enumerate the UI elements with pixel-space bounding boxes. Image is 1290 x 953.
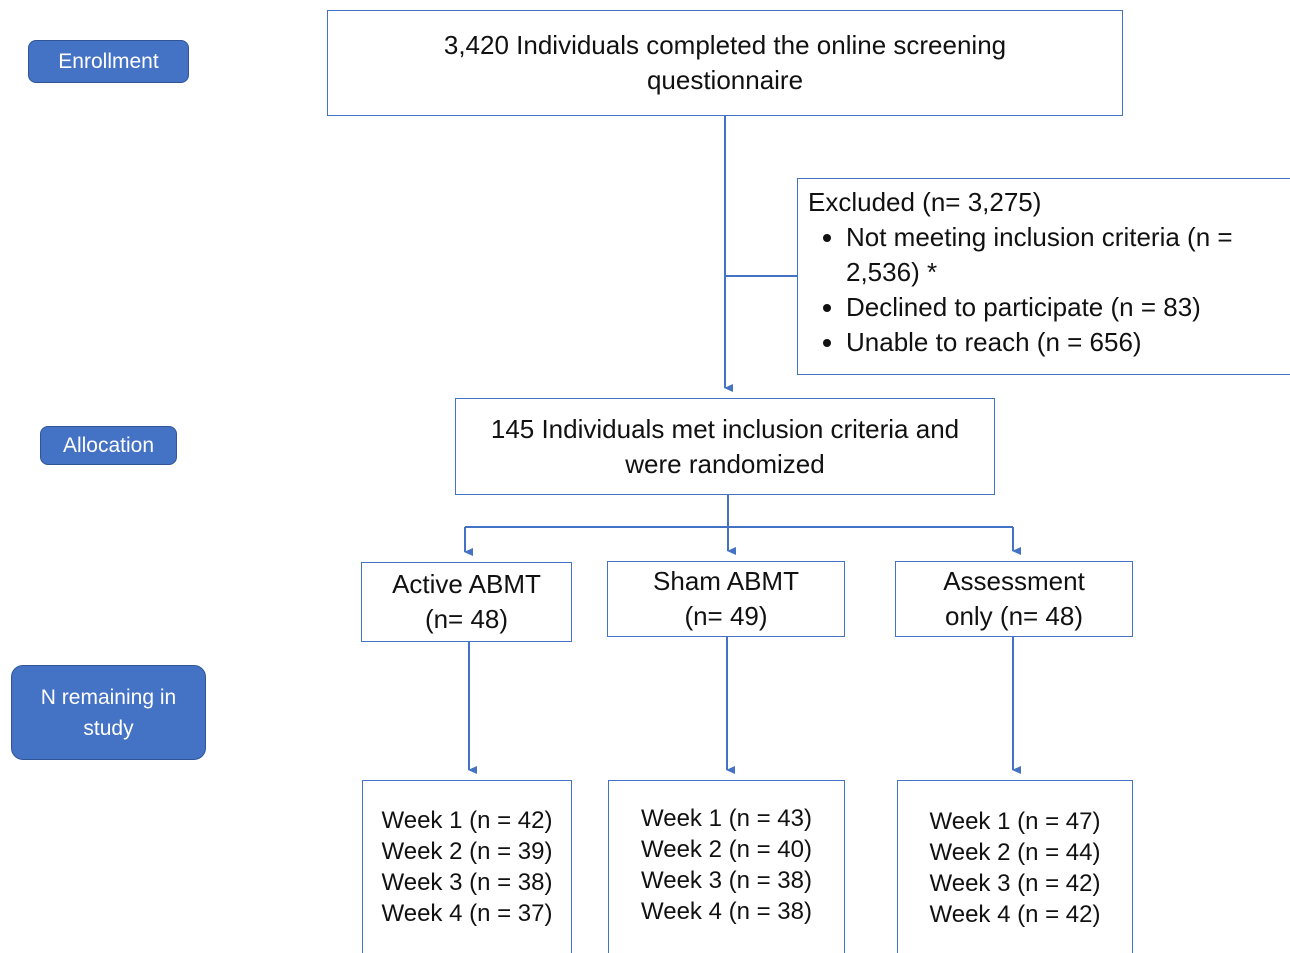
randomized-box: 145 Individuals met inclusion criteria a… [455,398,995,495]
weeks-box: Week 1 (n = 43) Week 2 (n = 40) Week 3 (… [608,780,845,953]
week-count: Week 1 (n = 43) [641,805,812,832]
stage-label: N remaining in study [11,665,206,760]
weeks-box: Week 1 (n = 42) Week 2 (n = 39) Week 3 (… [362,780,572,953]
week-count: Week 3 (n = 38) [381,869,553,896]
excluded-item: Unable to reach (n = 656) [846,325,1280,360]
week-count: Week 4 (n = 38) [641,898,812,925]
week-count: Week 2 (n = 40) [641,836,812,863]
excluded-list: Not meeting inclusion criteria (n = 2,53… [808,220,1280,360]
excluded-item: Declined to participate (n = 83) [846,290,1280,325]
excluded-item: Not meeting inclusion criteria (n = 2,53… [846,220,1280,290]
arm-box: Active ABMT (n= 48) [361,562,572,642]
week-count: Week 1 (n = 42) [381,807,553,834]
stage-label: Enrollment [28,40,189,83]
week-count: Week 3 (n = 42) [929,870,1101,897]
arm-box: Assessment only (n= 48) [895,561,1133,637]
arm-box: Sham ABMT (n= 49) [607,561,845,637]
excluded-box: Excluded (n= 3,275) Not meeting inclusio… [797,178,1290,375]
excluded-title: Excluded (n= 3,275) [808,187,1042,217]
week-count: Week 4 (n = 37) [381,900,553,927]
week-count: Week 2 (n = 39) [381,838,553,865]
screening-box: 3,420 Individuals completed the online s… [327,10,1123,116]
weeks-box: Week 1 (n = 47) Week 2 (n = 44) Week 3 (… [897,780,1133,953]
week-count: Week 3 (n = 38) [641,867,812,894]
week-count: Week 1 (n = 47) [929,808,1101,835]
week-count: Week 2 (n = 44) [929,839,1101,866]
week-count: Week 4 (n = 42) [929,901,1101,928]
stage-label: Allocation [40,426,177,465]
